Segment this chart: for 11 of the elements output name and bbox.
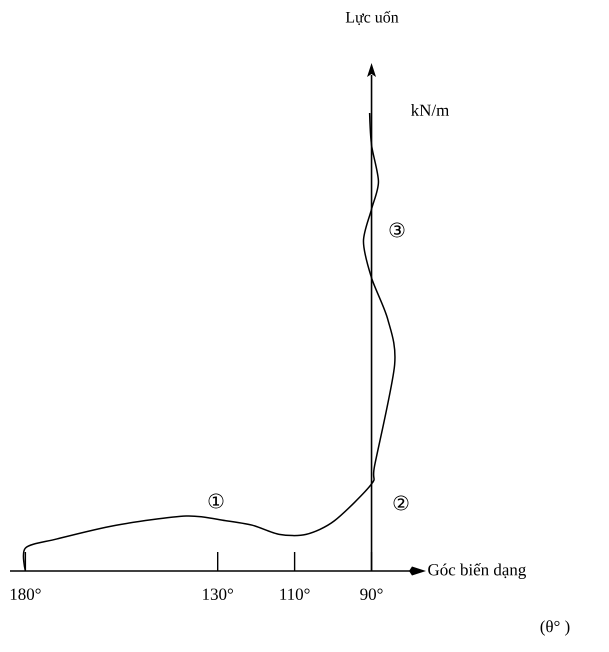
annotation: ① — [208, 494, 224, 508]
x-tick-label: 90° — [360, 588, 383, 600]
x-tick-label: 180° — [10, 588, 41, 600]
text: kN/m — [411, 104, 450, 116]
annotation: ② — [394, 496, 408, 510]
x-tick-label: 130° — [203, 588, 233, 600]
text: (θ° ) — [540, 620, 570, 636]
text: Lực uốn — [346, 10, 398, 26]
annotation: ③ — [390, 222, 404, 238]
x-tick-label: 110° — [280, 588, 310, 600]
x-axis-title: Góc biến dạng — [428, 563, 526, 579]
